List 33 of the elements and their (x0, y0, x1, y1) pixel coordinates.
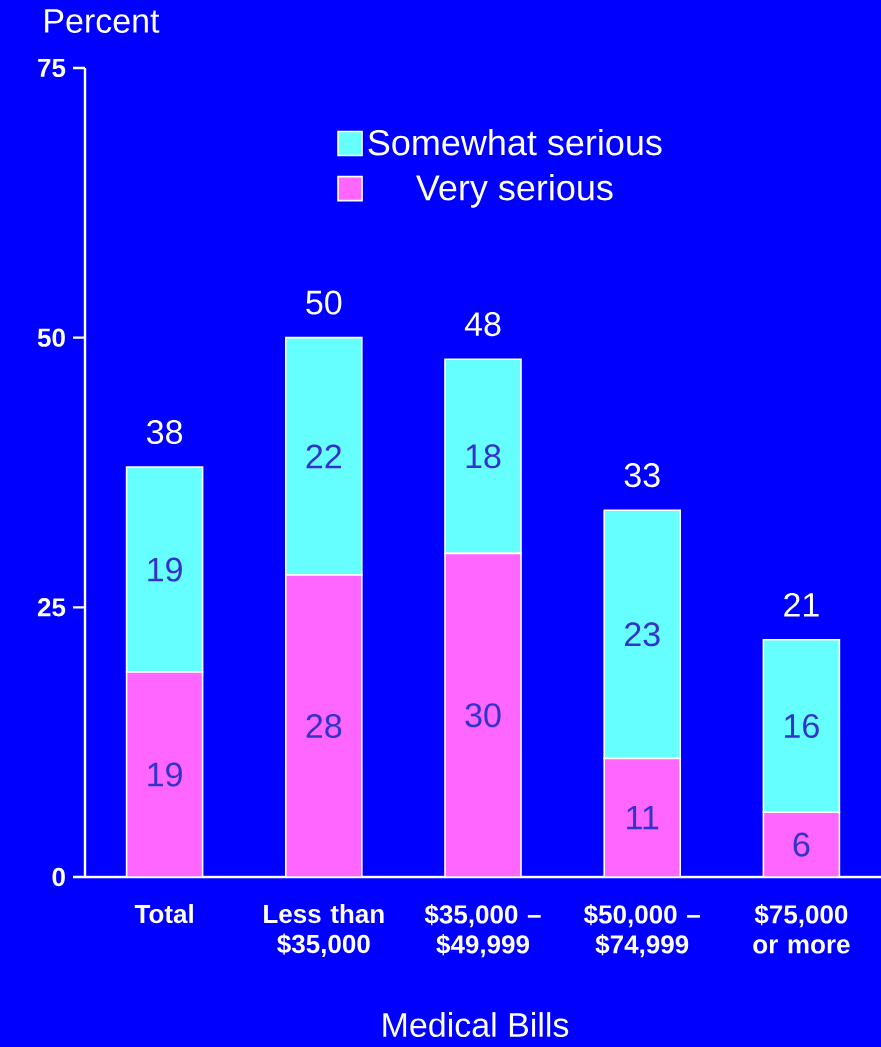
y-tick-label: 75 (38, 58, 66, 78)
bar (285, 574, 363, 877)
y-tick-label: 0 (52, 867, 65, 887)
total-label: 38 (146, 419, 183, 445)
bar (444, 552, 522, 877)
bar (603, 757, 681, 877)
bar (762, 811, 841, 877)
x-tick-label: Total (134, 904, 193, 924)
bar (125, 671, 204, 877)
data-label: 6 (793, 832, 810, 857)
total-label: 21 (784, 592, 819, 617)
data-label: 16 (785, 713, 819, 739)
y-tick-label: 25 (37, 598, 66, 617)
legend-label: Somewhat serious (368, 128, 662, 156)
data-label: 18 (466, 444, 501, 469)
total-label: 33 (624, 463, 660, 488)
legend-label: Very serious (416, 174, 613, 208)
x-tick-label: $75,000 or more (753, 904, 850, 954)
x-tick-label: $50,000 – $74,999 (583, 904, 700, 958)
total-label: 48 (464, 312, 501, 337)
data-label: 19 (148, 762, 182, 787)
x-tick-label: Less than $35,000 (264, 904, 384, 957)
x-axis-title: Medical Bills (383, 1012, 569, 1038)
y-tick-label: 50 (37, 328, 65, 347)
data-label: 11 (627, 805, 659, 830)
data-label: 28 (306, 713, 342, 739)
data-label: 23 (625, 622, 660, 647)
x-tick-label: $35,000 – $49,999 (424, 904, 541, 958)
total-label: 50 (306, 290, 342, 315)
data-label: 22 (306, 444, 341, 469)
data-label: 19 (148, 557, 182, 582)
y-axis-title: Percent (45, 9, 160, 33)
data-label: 30 (465, 703, 501, 728)
